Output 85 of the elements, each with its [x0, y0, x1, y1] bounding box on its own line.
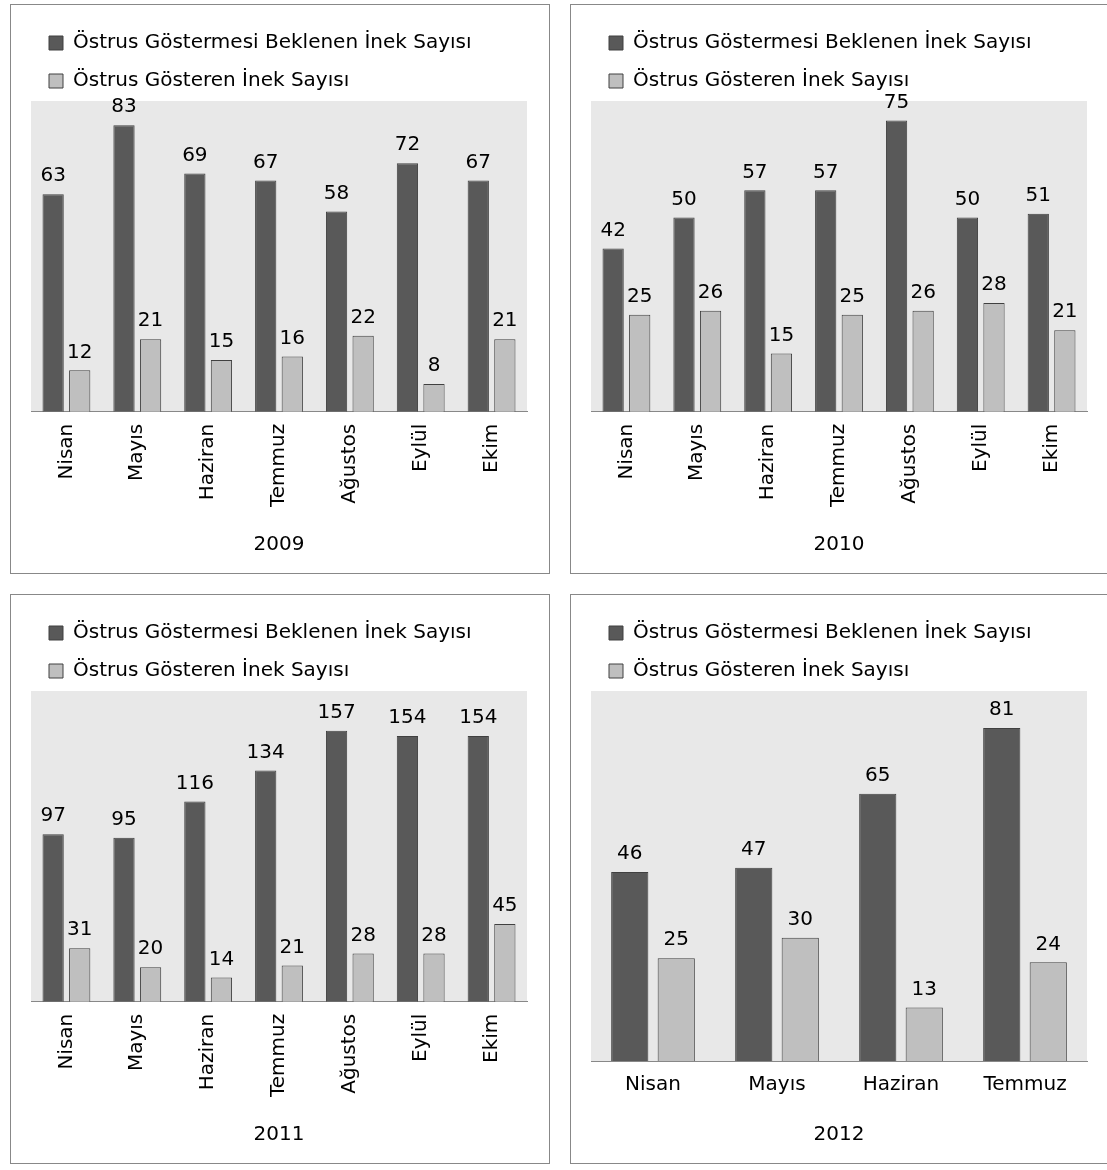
x-tick-label: Mayıs	[123, 423, 148, 482]
x-tick-label: Ağustos	[336, 1013, 361, 1094]
data-label: 42	[600, 216, 626, 241]
data-label: 58	[323, 179, 350, 204]
data-label: 154	[388, 704, 427, 729]
x-tick-label: Nisan	[52, 423, 77, 480]
x-tick-label: Ekim	[1037, 423, 1062, 473]
x-tick-label: Eylül	[406, 423, 431, 472]
data-label: 45	[492, 892, 518, 917]
legend-label: Östrus Göstermesi Beklenen İnek Sayısı	[633, 619, 1032, 644]
data-label: 50	[671, 185, 697, 210]
x-tick-label: Haziran	[194, 423, 219, 501]
x-tick-label: Haziran	[862, 1071, 940, 1096]
data-label: 51	[1025, 181, 1052, 206]
data-label: 67	[465, 148, 492, 173]
legend-label: Östrus Göstermesi Beklenen İnek Sayısı	[633, 29, 1032, 54]
x-tick-label: Ağustos	[336, 423, 361, 504]
legend-label: Östrus Göstermesi Beklenen İnek Sayısı	[73, 619, 472, 644]
data-label: 57	[812, 158, 839, 183]
legend-label: Östrus Gösteren İnek Sayısı	[633, 657, 910, 682]
x-tick-label: Ekim	[477, 1013, 502, 1063]
x-tick-label: Temmuz	[982, 1071, 1067, 1096]
data-label: 28	[981, 271, 1007, 296]
data-label: 28	[350, 921, 376, 946]
data-label: 57	[742, 158, 768, 183]
x-tick-label: Temmuz	[265, 1013, 290, 1098]
data-label: 8	[427, 352, 441, 377]
data-label: 47	[741, 835, 767, 860]
data-label: 22	[350, 303, 376, 328]
x-tick-label: Eylül	[406, 1013, 431, 1062]
data-label: 134	[246, 738, 285, 763]
data-label: 15	[208, 328, 235, 353]
data-label: 24	[1035, 930, 1061, 955]
x-tick-label: Mayıs	[683, 423, 708, 482]
x-tick-label: Haziran	[194, 1013, 219, 1091]
data-label: 154	[459, 704, 498, 729]
x-tick-label: Mayıs	[748, 1071, 806, 1096]
data-label: 28	[421, 921, 447, 946]
x-axis-title: 2010	[813, 531, 865, 556]
x-tick-label: Mayıs	[123, 1013, 148, 1072]
data-label: 21	[137, 307, 164, 332]
data-label: 16	[279, 324, 306, 349]
data-label: 25	[839, 282, 866, 307]
data-label: 26	[697, 278, 724, 303]
data-label: 72	[394, 131, 421, 156]
x-tick-label: Eylül	[966, 423, 991, 472]
x-tick-label: Haziran	[754, 423, 779, 501]
data-label: 20	[137, 935, 164, 960]
data-label: 63	[40, 162, 66, 187]
data-label: 69	[182, 141, 208, 166]
data-label: 13	[911, 975, 937, 1000]
data-label: 21	[492, 307, 518, 332]
x-axis-title: 2011	[253, 1121, 305, 1146]
data-label: 67	[252, 148, 279, 173]
x-tick-label: Ağustos	[896, 423, 921, 504]
x-tick-label: Temmuz	[825, 423, 850, 508]
data-label: 21	[1052, 298, 1078, 323]
data-label: 50	[954, 185, 981, 210]
data-label: 21	[279, 933, 306, 958]
x-tick-label: Temmuz	[265, 423, 290, 508]
legend-label: Östrus Gösteren İnek Sayısı	[73, 67, 350, 92]
data-label: 15	[768, 321, 795, 346]
data-label: 25	[626, 282, 653, 307]
x-tick-label: Nisan	[612, 423, 637, 480]
legend-label: Östrus Göstermesi Beklenen İnek Sayısı	[73, 29, 472, 54]
data-label: 30	[787, 905, 813, 930]
data-label: 157	[317, 698, 356, 723]
data-label: 97	[40, 802, 66, 827]
data-label: 46	[617, 840, 643, 865]
data-label: 14	[208, 945, 235, 970]
data-label: 83	[111, 93, 137, 118]
data-label: 31	[66, 916, 93, 941]
data-label: 95	[111, 805, 137, 830]
x-axis-title: 2012	[813, 1121, 865, 1146]
x-tick-label: Nisan	[625, 1071, 681, 1096]
data-label: 12	[66, 338, 93, 363]
x-tick-label: Nisan	[52, 1013, 77, 1070]
data-label: 65	[865, 761, 891, 786]
data-label: 26	[910, 278, 936, 303]
x-tick-label: Ekim	[477, 423, 502, 473]
data-label: 25	[663, 926, 689, 951]
data-label: 116	[175, 769, 214, 794]
x-axis-title: 2009	[253, 531, 305, 556]
data-label: 81	[989, 696, 1015, 721]
legend-label: Östrus Gösteren İnek Sayısı	[73, 657, 350, 682]
